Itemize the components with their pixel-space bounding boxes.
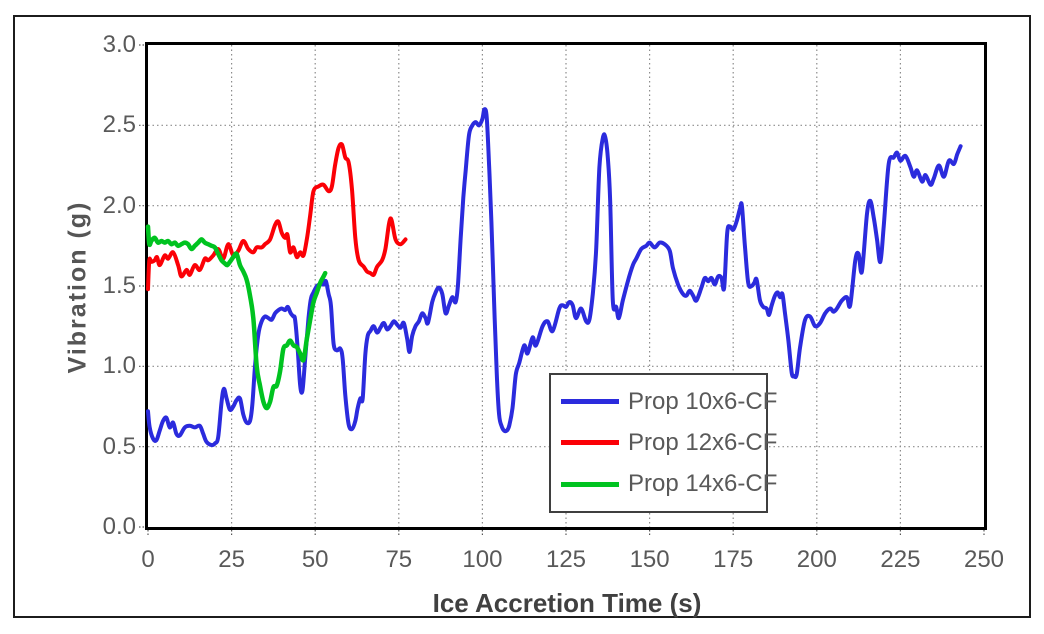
x-axis-title: Ice Accretion Time (s) xyxy=(432,588,702,618)
legend-item: Prop 14x6-CF xyxy=(561,470,777,498)
x-tick-label: 200 xyxy=(796,546,837,573)
series-line-prop-10x6-cf xyxy=(146,107,963,448)
y-tick-label: 0.0 xyxy=(102,513,136,540)
y-tick-label: 1.5 xyxy=(102,272,136,299)
legend-line-swatch-red xyxy=(561,440,619,446)
x-tick-label: 250 xyxy=(963,546,1005,573)
legend-line-swatch-blue xyxy=(561,399,619,405)
legend-label: Prop 10x6-CF xyxy=(628,387,778,415)
y-tick-label: 2.5 xyxy=(102,111,136,139)
chart-canvas xyxy=(139,44,985,536)
x-tick-label: 50 xyxy=(301,546,329,573)
x-tick-label: 175 xyxy=(713,546,754,573)
x-tick-label: 225 xyxy=(880,546,921,573)
y-tick-label: 2.0 xyxy=(102,191,136,219)
legend-item: Prop 12x6-CF xyxy=(561,429,777,457)
series-line-prop-14x6-cf xyxy=(145,224,328,411)
y-tick-label: 1.0 xyxy=(102,352,136,380)
legend: Prop 10x6-CF Prop 12x6-CF Prop 14x6-CF xyxy=(549,373,777,513)
x-tick-label: 25 xyxy=(218,546,245,573)
legend-label: Prop 12x6-CF xyxy=(628,428,778,456)
y-tick-label: 0.5 xyxy=(102,432,136,460)
x-tick-label: 125 xyxy=(545,546,587,573)
series-line-prop-12x6-cf xyxy=(146,142,408,292)
legend-label: Prop 14x6-CF xyxy=(628,470,778,498)
y-tick-label: 3.0 xyxy=(102,31,136,58)
x-tick-label: 75 xyxy=(385,546,413,573)
x-tick-label: 150 xyxy=(629,546,670,573)
figure-border xyxy=(13,15,1031,618)
legend-item: Prop 10x6-CF xyxy=(561,388,777,416)
x-tick-label: 100 xyxy=(462,546,503,573)
legend-line-swatch-green xyxy=(561,481,619,487)
x-tick-label: 0 xyxy=(141,546,155,573)
